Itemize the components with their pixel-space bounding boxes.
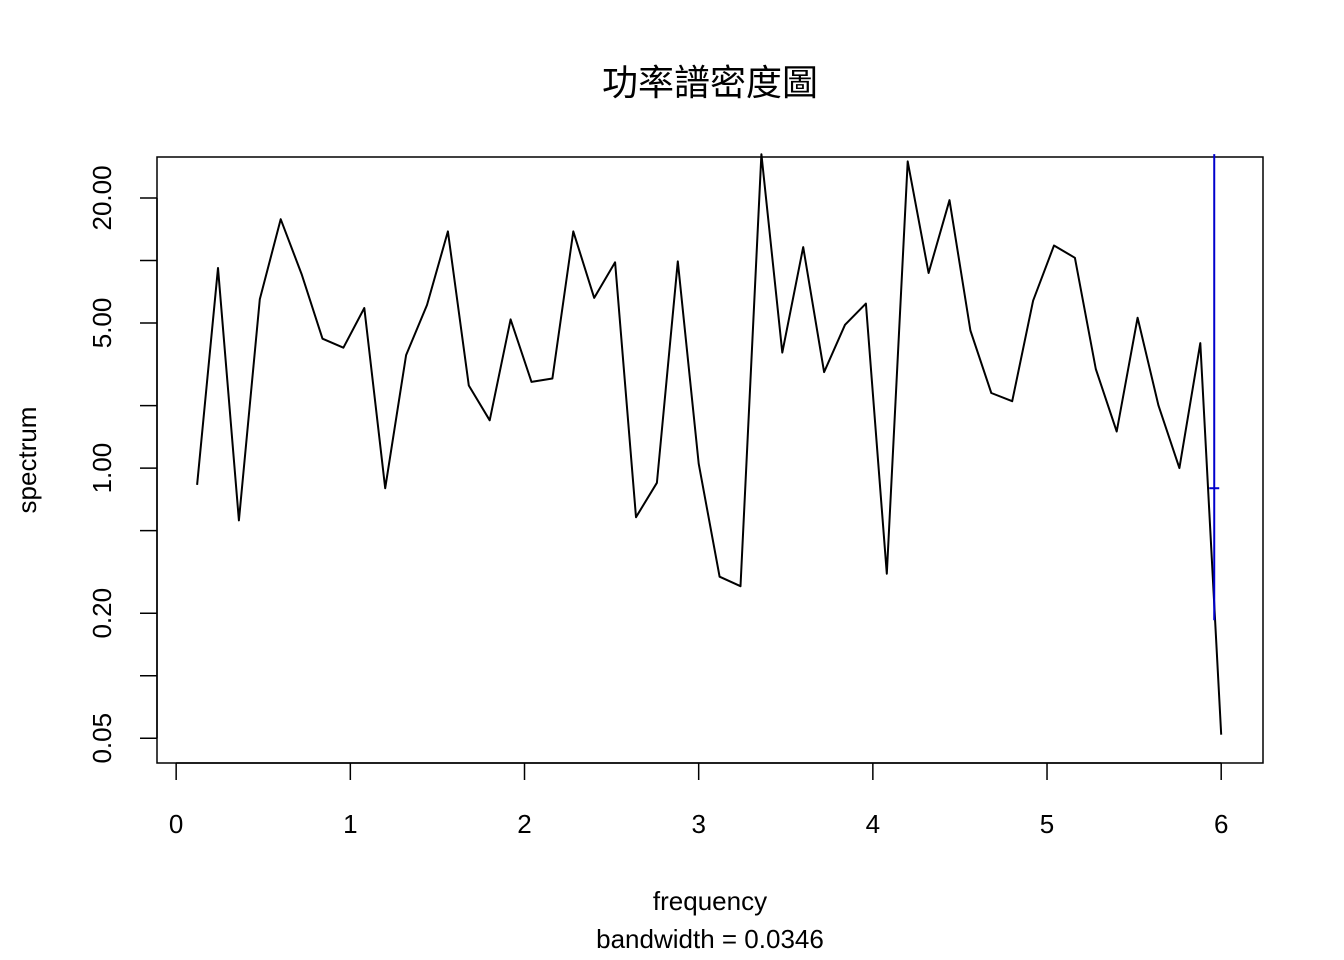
y-axis: 0.05 0.20 1.00 5.00 20.00 [87, 165, 158, 764]
x-axis-label: frequency [653, 886, 767, 916]
series-layer [196, 153, 1223, 735]
x-tick-label: 2 [517, 809, 531, 839]
plot-frame [156, 156, 1264, 764]
y-tick-label: 5.00 [87, 298, 117, 349]
bandwidth-label: bandwidth = 0.0346 [596, 924, 824, 954]
spectrum-line-0 [196, 153, 1223, 735]
y-tick-label: 20.00 [87, 165, 117, 230]
y-tick-label: 0.05 [87, 713, 117, 764]
y-axis-label: spectrum [12, 407, 42, 514]
x-tick-label: 3 [691, 809, 705, 839]
y-tick-label: 1.00 [87, 443, 117, 494]
x-tick-label: 1 [343, 809, 357, 839]
chart-title: 功率譜密度圖 [602, 63, 818, 104]
x-tick-label: 6 [1214, 809, 1228, 839]
x-axis: 0 1 2 3 4 5 6 [169, 762, 1228, 839]
x-tick-label: 5 [1040, 809, 1054, 839]
confidence-bar [1209, 154, 1220, 621]
x-tick-label: 4 [866, 809, 880, 839]
x-tick-label: 0 [169, 809, 183, 839]
y-tick-label: 0.20 [87, 588, 117, 639]
